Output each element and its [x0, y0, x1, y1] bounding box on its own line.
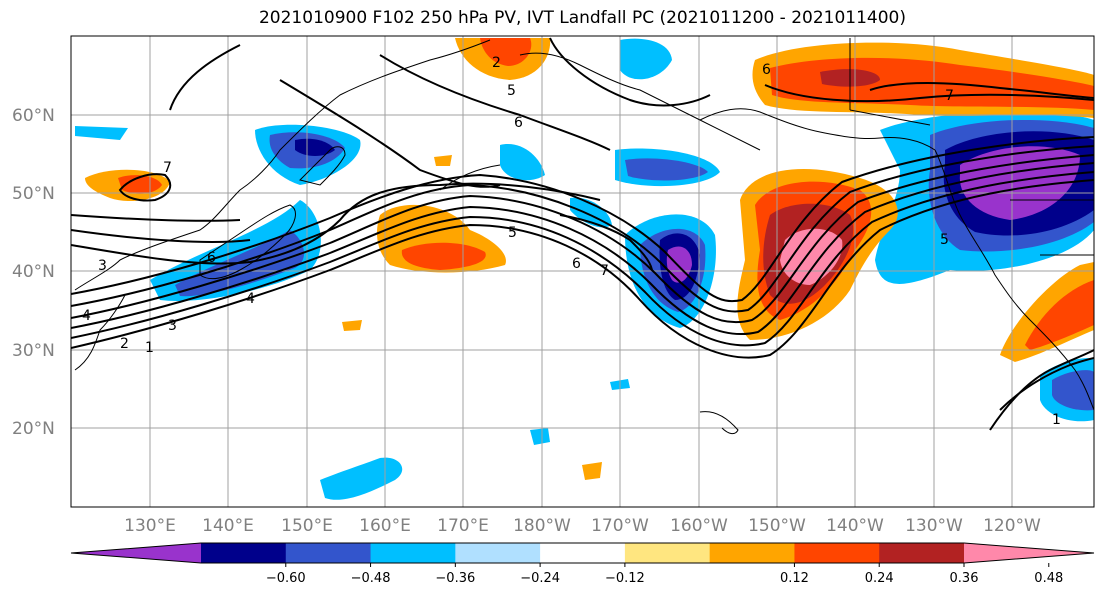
colorbar-segment — [879, 543, 965, 563]
contour-label: 2 — [492, 55, 501, 71]
lon-label: 170°W — [591, 516, 649, 536]
colorbar-segment — [455, 543, 541, 563]
contour-label: 7 — [600, 263, 609, 279]
graticule — [71, 36, 1094, 507]
colorbar-segment — [709, 543, 795, 563]
colorbar-segment — [285, 543, 372, 563]
lat-label-30n: 30°N — [12, 341, 55, 361]
lon-label: 160°E — [359, 516, 411, 536]
lon-label: 130°W — [905, 516, 963, 536]
colorbar: −0.60 −0.48 −0.36 −0.24 −0.12 0.12 0.24 0.36 0.4… — [70, 542, 1095, 586]
contour-label: 6 — [207, 250, 216, 266]
contour-label: 5 — [508, 225, 517, 241]
lon-label: 130°E — [124, 516, 176, 536]
lon-label: 140°W — [826, 516, 884, 536]
pv-contours — [71, 37, 1094, 431]
contour-labels: 7 6 5 6 6 5 6 7 3 4 2 1 3 4 2 7 5 1 — [82, 55, 1061, 428]
contour-label: 4 — [246, 291, 255, 307]
colorbar-extend-high — [964, 543, 1094, 563]
colorbar-tick-label: 0.48 — [1034, 571, 1063, 586]
lon-label: 150°E — [281, 516, 333, 536]
colorbar-tick-label: 0.12 — [780, 571, 809, 586]
map-content: 7 6 5 6 6 5 6 7 3 4 2 1 3 4 2 7 5 1 — [71, 36, 1094, 507]
latitude-labels: 60°N 50°N 40°N 30°N 20°N — [12, 106, 55, 439]
map-title: 2021010900 F102 250 hPa PV, IVT Landfall… — [258, 8, 906, 28]
colorbar-tick-label: −0.48 — [351, 571, 391, 586]
contour-label: 3 — [98, 258, 107, 274]
colorbar-extend-low — [71, 543, 201, 563]
lon-label: 160°W — [670, 516, 728, 536]
contour-label: 7 — [163, 160, 172, 176]
lat-label-20n: 20°N — [12, 419, 55, 439]
colorbar-segment — [540, 543, 626, 563]
colorbar-tick-label: −0.36 — [435, 571, 475, 586]
contour-label: 4 — [82, 308, 91, 324]
coastlines — [74, 38, 1094, 435]
lon-label: 150°W — [748, 516, 806, 536]
lon-label: 180°W — [513, 516, 571, 536]
lat-label-40n: 40°N — [12, 262, 55, 282]
colorbar-segment — [624, 543, 711, 563]
contour-label: 6 — [762, 62, 771, 78]
colorbar-tick-label: 0.24 — [865, 571, 894, 586]
colorbar-tick-label: −0.60 — [266, 571, 306, 586]
contour-label: 1 — [145, 340, 154, 356]
colorbar-segment — [370, 543, 456, 563]
longitude-labels: 130°E 140°E 150°E 160°E 170°E 180°W 170°… — [124, 516, 1041, 536]
colorbar-tick-label: 0.36 — [950, 571, 979, 586]
map-border — [70, 35, 1095, 508]
contour-label: 6 — [514, 115, 523, 131]
contour-label: 3 — [168, 318, 177, 334]
contour-label: 5 — [940, 232, 949, 248]
lon-label: 140°E — [202, 516, 254, 536]
colorbar-tick-label: −0.12 — [605, 571, 645, 586]
contour-label: 2 — [120, 336, 129, 352]
lat-label-60n: 60°N — [12, 106, 55, 126]
contour-label: 5 — [507, 83, 516, 99]
contour-label: 7 — [945, 88, 954, 104]
colorbar-segment — [201, 543, 287, 563]
colorbar-tick-label: −0.24 — [520, 571, 560, 586]
lat-label-50n: 50°N — [12, 184, 55, 204]
contour-label: 1 — [1052, 412, 1061, 428]
colorbar-segment — [794, 543, 880, 563]
contour-label: 6 — [572, 256, 581, 272]
colorbar-outline — [70, 542, 1095, 564]
lon-label: 120°W — [983, 516, 1041, 536]
lon-label: 170°E — [437, 516, 489, 536]
